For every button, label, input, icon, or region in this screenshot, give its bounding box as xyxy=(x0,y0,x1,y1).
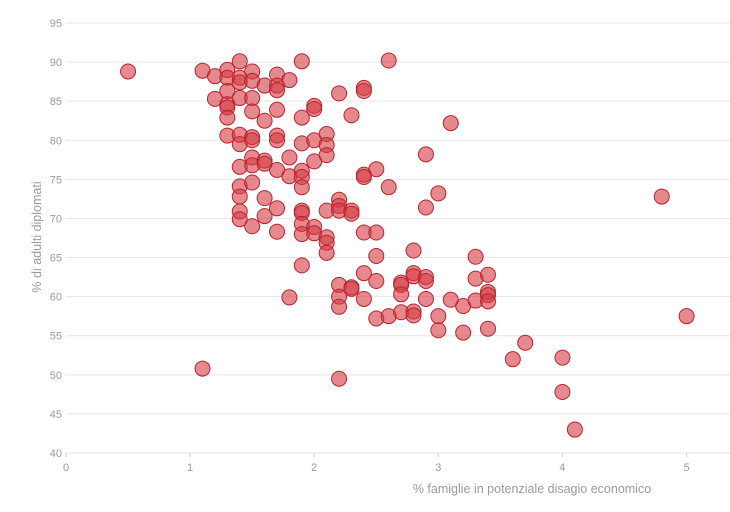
data-point[interactable] xyxy=(281,149,298,166)
data-point[interactable] xyxy=(268,132,285,149)
y-tick-label: 80 xyxy=(50,135,62,147)
data-point[interactable] xyxy=(393,286,410,303)
x-axis-ticks: 0 1 2 3 4 5 xyxy=(63,453,690,474)
data-point[interactable] xyxy=(231,188,248,205)
data-point[interactable] xyxy=(256,208,273,225)
data-point[interactable] xyxy=(455,324,472,341)
data-point[interactable] xyxy=(380,52,397,69)
data-point[interactable] xyxy=(479,293,496,310)
data-point[interactable] xyxy=(268,223,285,240)
data-point[interactable] xyxy=(293,257,310,274)
data-point[interactable] xyxy=(281,72,298,89)
x-tick-label: 3 xyxy=(435,462,441,474)
data-point[interactable] xyxy=(268,200,285,217)
data-point[interactable] xyxy=(318,244,335,261)
data-point[interactable] xyxy=(355,169,372,186)
data-point[interactable] xyxy=(405,307,422,324)
data-point[interactable] xyxy=(244,132,261,149)
y-tick-label: 40 xyxy=(50,448,62,460)
data-point[interactable] xyxy=(244,103,261,120)
data-point[interactable] xyxy=(417,273,434,289)
data-point[interactable] xyxy=(368,273,385,289)
y-tick-label: 60 xyxy=(50,292,62,304)
data-point[interactable] xyxy=(417,199,434,216)
data-point[interactable] xyxy=(566,421,583,438)
data-point[interactable] xyxy=(554,349,571,366)
data-point[interactable] xyxy=(355,265,372,282)
data-point[interactable] xyxy=(554,384,571,401)
data-point[interactable] xyxy=(504,351,521,368)
y-tick-label: 55 xyxy=(50,331,62,343)
data-point[interactable] xyxy=(430,308,447,325)
data-point[interactable] xyxy=(244,90,261,107)
data-point[interactable] xyxy=(268,101,285,118)
data-point[interactable] xyxy=(231,211,248,228)
data-point[interactable] xyxy=(244,218,261,235)
data-point[interactable] xyxy=(368,161,385,178)
data-point[interactable] xyxy=(293,53,310,70)
data-point[interactable] xyxy=(380,179,397,196)
data-point[interactable] xyxy=(678,308,695,325)
data-point[interactable] xyxy=(331,370,348,387)
data-point[interactable] xyxy=(244,174,261,191)
data-points xyxy=(120,52,695,438)
x-tick-label: 2 xyxy=(311,462,317,474)
data-point[interactable] xyxy=(479,320,496,337)
data-point[interactable] xyxy=(343,280,360,297)
y-tick-label: 50 xyxy=(50,370,62,382)
data-point[interactable] xyxy=(442,115,459,132)
data-point[interactable] xyxy=(417,146,434,163)
data-point[interactable] xyxy=(306,101,323,117)
data-point[interactable] xyxy=(368,247,385,264)
data-point[interactable] xyxy=(517,334,534,351)
x-tick-label: 0 xyxy=(63,462,69,474)
data-point[interactable] xyxy=(256,190,273,207)
data-point[interactable] xyxy=(355,83,372,100)
y-tick-label: 85 xyxy=(50,96,62,108)
data-point[interactable] xyxy=(120,63,137,80)
y-tick-label: 90 xyxy=(50,57,62,69)
y-tick-label: 45 xyxy=(50,409,62,421)
y-axis-title: % di adulti diplomati xyxy=(30,181,44,292)
y-tick-label: 65 xyxy=(50,253,62,265)
x-axis-title: % famiglie in potenziale disagio economi… xyxy=(413,482,651,496)
y-tick-label: 70 xyxy=(50,213,62,225)
data-point[interactable] xyxy=(467,248,484,265)
data-point[interactable] xyxy=(355,290,372,307)
data-point[interactable] xyxy=(430,322,447,339)
y-axis-ticks: 40 45 50 55 60 65 70 75 80 85 90 95 xyxy=(50,18,62,460)
data-point[interactable] xyxy=(293,179,310,196)
x-tick-label: 4 xyxy=(559,462,565,474)
data-point[interactable] xyxy=(231,53,248,70)
data-point[interactable] xyxy=(368,224,385,241)
data-point[interactable] xyxy=(653,188,670,205)
data-point[interactable] xyxy=(268,82,285,99)
y-tick-label: 75 xyxy=(50,174,62,186)
data-point[interactable] xyxy=(318,147,335,164)
data-point[interactable] xyxy=(343,205,360,222)
data-point[interactable] xyxy=(194,360,211,377)
x-tick-label: 1 xyxy=(187,462,193,474)
data-point[interactable] xyxy=(430,185,447,202)
data-point[interactable] xyxy=(331,85,348,102)
x-tick-label: 5 xyxy=(683,462,689,474)
data-point[interactable] xyxy=(293,109,310,126)
data-point[interactable] xyxy=(343,107,360,124)
data-point[interactable] xyxy=(479,266,496,283)
data-point[interactable] xyxy=(331,298,348,315)
grid-lines xyxy=(66,22,730,454)
data-point[interactable] xyxy=(405,242,422,259)
data-point[interactable] xyxy=(281,289,298,306)
data-point[interactable] xyxy=(256,112,273,129)
data-point[interactable] xyxy=(219,109,236,126)
data-point[interactable] xyxy=(417,290,434,307)
y-tick-label: 95 xyxy=(50,18,62,30)
